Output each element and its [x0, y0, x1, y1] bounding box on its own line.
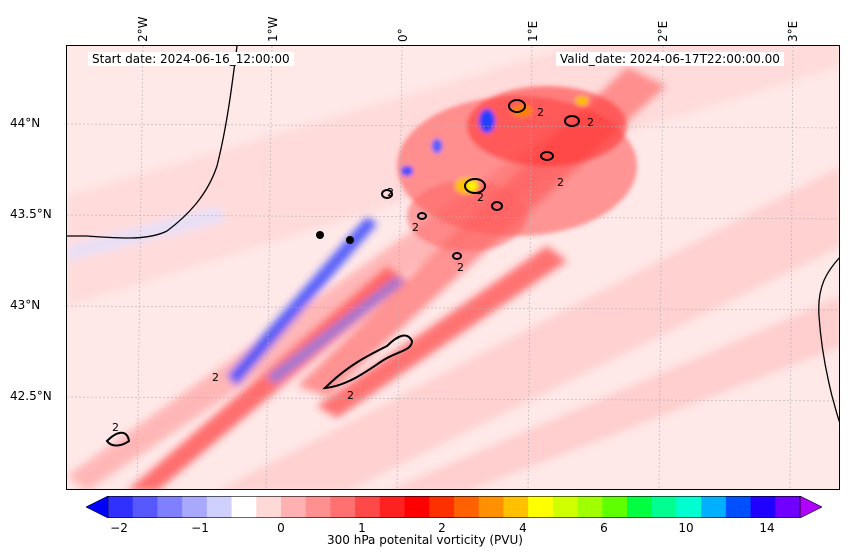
colorbar-bin [478, 496, 504, 518]
colorbar-bin [355, 496, 381, 518]
contour-label: 2 [347, 389, 354, 402]
colorbar-tick-label: 2 [438, 521, 446, 535]
colorbar-bin [108, 496, 134, 518]
colorbar-bin [676, 496, 702, 518]
colorbar-bin [429, 496, 455, 518]
lon-label: 1°E [526, 20, 540, 42]
colorbar-bin [503, 496, 529, 518]
colorbar-bin [552, 496, 579, 518]
start-date-label: Start date: 2024-06-16_12:00:00 [88, 52, 294, 66]
colorbar-bin [206, 496, 233, 518]
coastline [67, 46, 839, 423]
contour-label: 2 [537, 106, 544, 119]
lat-label: 43°N [10, 298, 41, 312]
valid-date-label: Valid_date: 2024-06-17T22:00:00.00 [556, 52, 784, 66]
colorbar-tick-label: 6 [600, 521, 608, 535]
colorbar-tick-label: 1 [358, 521, 366, 535]
colorbar-tick-label: −1 [191, 521, 209, 535]
colorbar-bin [330, 496, 356, 518]
colorbar-bin [750, 496, 776, 518]
city-marker-2 [346, 236, 354, 244]
lat-label: 44°N [10, 116, 41, 130]
pv-cells [397, 86, 637, 251]
lat-label: 43.5°N [10, 207, 52, 221]
lon-label: 3°E [786, 20, 800, 42]
pv-2-contours [105, 99, 580, 447]
colorbar-tick-label: 0 [277, 521, 285, 535]
contour-label: 2 [212, 371, 219, 384]
colorbar-tick-label: 4 [519, 521, 527, 535]
contour-labels: 2 2 2 2 2 2 2 2 2 2 [112, 106, 594, 434]
colorbar-bin [701, 496, 727, 518]
colorbar-bin [602, 496, 628, 518]
lon-label: 1°W [266, 16, 280, 43]
lat-label: 42.5°N [10, 389, 52, 403]
colorbar-bin [651, 496, 677, 518]
lon-label: 2°E [656, 20, 670, 42]
contour-label: 2 [457, 261, 464, 274]
lon-label: 0° [396, 28, 410, 42]
colorbar-bin [305, 496, 331, 518]
colorbar-bin [157, 496, 183, 518]
colorbar-bin [281, 496, 307, 518]
colorbar [86, 496, 822, 518]
contour-label: 2 [112, 421, 119, 434]
colorbar-bin [627, 496, 653, 518]
colorbar-bin [725, 496, 752, 518]
colorbar-min-extend [86, 496, 109, 518]
colorbar-title: 300 hPa potenital vorticity (PVU) [327, 533, 523, 547]
contour-label: 2 [557, 176, 564, 189]
lon-label: 2°W [136, 16, 150, 43]
pv-field-map: 2 2 2 2 2 2 2 2 2 2 [67, 46, 839, 489]
contour-label: 2 [587, 116, 594, 129]
colorbar-bin [528, 496, 554, 518]
contour-label: 2 [412, 221, 419, 234]
colorbar-bin [182, 496, 208, 518]
city-marker-1 [316, 231, 324, 239]
colorbar-tick-label: −2 [110, 521, 128, 535]
colorbar-bin [775, 496, 801, 518]
colorbar-tick-label: 10 [678, 521, 694, 535]
colorbar-bin [379, 496, 406, 518]
colorbar-bin [231, 496, 257, 518]
colorbar-tick-label: 14 [759, 521, 775, 535]
contour-label: 2 [387, 186, 394, 199]
colorbar-max-extend [799, 496, 822, 518]
graticule [67, 46, 839, 489]
colorbar-bin [454, 496, 480, 518]
colorbar-bin [132, 496, 158, 518]
contour-label: 2 [477, 191, 484, 204]
map-panel: 2 2 2 2 2 2 2 2 2 2 [66, 45, 840, 490]
colorbar-bin [404, 496, 430, 518]
colorbar-bin [256, 496, 282, 518]
colorbar-bin [577, 496, 603, 518]
